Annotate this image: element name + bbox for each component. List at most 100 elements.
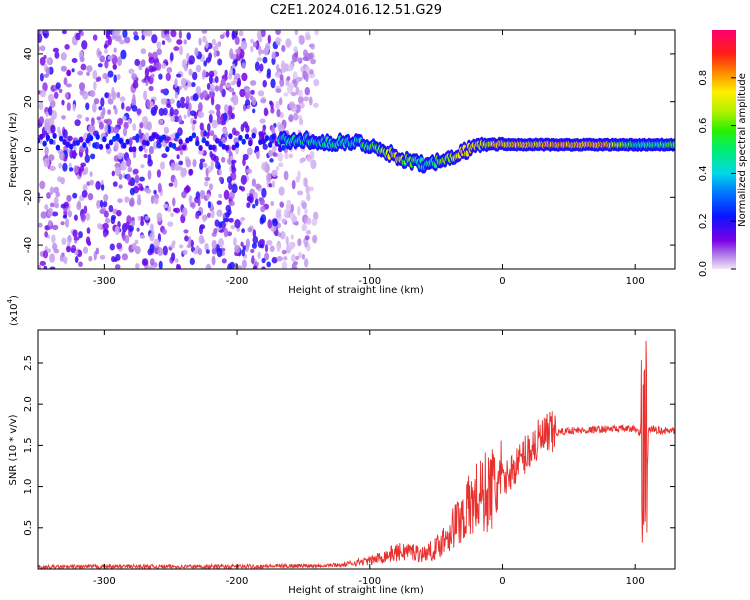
noise-speckle bbox=[185, 158, 192, 168]
noise-speckle bbox=[219, 34, 225, 40]
noise-speckle bbox=[104, 48, 108, 54]
noise-speckle bbox=[125, 221, 130, 230]
y-tick-label: 40 bbox=[23, 48, 34, 61]
noise-speckle bbox=[156, 142, 162, 149]
noise-speckle bbox=[122, 115, 127, 121]
noise-speckle bbox=[195, 212, 200, 220]
noise-speckle bbox=[82, 246, 89, 254]
noise-speckle bbox=[240, 123, 245, 132]
noise-speckle bbox=[267, 173, 271, 182]
noise-speckle bbox=[209, 130, 215, 137]
noise-speckle bbox=[221, 156, 226, 163]
noise-speckle bbox=[112, 181, 118, 187]
noise-speckle bbox=[76, 249, 83, 258]
noise-band-speckle bbox=[105, 143, 110, 150]
noise-speckle bbox=[293, 46, 298, 53]
noise-speckle bbox=[51, 110, 57, 120]
noise-speckle bbox=[60, 203, 67, 209]
noise-speckle bbox=[251, 255, 255, 265]
snr-panel: -300 -200 -100 0 100 0.5 1.0 1.5 2.0 2.5 Height o… bbox=[6, 295, 676, 596]
noise-speckle bbox=[187, 80, 192, 88]
noise-speckle bbox=[86, 181, 91, 186]
x-tick-label: -300 bbox=[93, 576, 116, 587]
noise-band-speckle bbox=[268, 141, 273, 148]
noise-speckle bbox=[61, 115, 66, 120]
noise-speckle bbox=[226, 231, 233, 237]
snr-multiplier-exp: 4 bbox=[6, 298, 14, 303]
noise-speckle bbox=[271, 256, 278, 264]
noise-speckle bbox=[215, 103, 221, 111]
noise-band-speckle bbox=[171, 143, 177, 149]
snr-marks bbox=[38, 340, 675, 569]
noise-band-speckle bbox=[228, 133, 233, 140]
noise-speckle bbox=[233, 96, 239, 104]
noise-speckle bbox=[158, 119, 164, 125]
noise-speckle bbox=[218, 237, 224, 248]
noise-speckle bbox=[49, 253, 56, 263]
noise-speckle bbox=[295, 86, 300, 96]
noise-speckle bbox=[251, 96, 257, 106]
noise-speckle bbox=[211, 239, 217, 249]
noise-speckle bbox=[72, 229, 78, 238]
noise-speckle bbox=[110, 35, 116, 40]
noise-speckle bbox=[64, 218, 70, 228]
noise-speckle bbox=[118, 173, 123, 180]
noise-speckle bbox=[250, 45, 254, 53]
noise-speckle bbox=[230, 112, 235, 120]
noise-band-speckle bbox=[258, 139, 263, 145]
noise-speckle bbox=[104, 92, 109, 99]
noise-speckle bbox=[98, 106, 103, 111]
noise-speckle bbox=[249, 80, 257, 86]
colorbar: 0.0 0.2 0.4 0.6 0.8 Normalized spectral ampl… bbox=[698, 30, 748, 277]
y-tick-label: 1.0 bbox=[23, 479, 34, 495]
noise-speckle bbox=[127, 118, 132, 124]
x-tick-label: -200 bbox=[226, 276, 249, 287]
noise-speckle bbox=[145, 79, 149, 87]
x-tick-label: 100 bbox=[626, 276, 645, 287]
noise-speckle bbox=[305, 34, 311, 41]
noise-speckle bbox=[170, 244, 175, 249]
noise-speckle bbox=[176, 154, 180, 160]
noise-band-speckle bbox=[221, 143, 226, 150]
noise-speckle bbox=[197, 149, 204, 155]
noise-band-speckle bbox=[191, 132, 197, 139]
noise-speckle bbox=[117, 117, 124, 126]
noise-speckle bbox=[148, 146, 154, 155]
noise-speckle bbox=[50, 124, 56, 134]
noise-speckle bbox=[84, 154, 90, 163]
noise-speckle bbox=[208, 183, 214, 191]
noise-speckle bbox=[53, 186, 59, 194]
noise-speckle bbox=[67, 135, 73, 141]
noise-speckle bbox=[221, 258, 227, 264]
noise-speckle bbox=[285, 80, 290, 86]
noise-speckle bbox=[240, 174, 247, 185]
noise-speckle bbox=[147, 159, 153, 167]
noise-speckle bbox=[304, 235, 310, 241]
noise-speckle bbox=[291, 241, 296, 248]
noise-speckle bbox=[137, 215, 141, 221]
noise-speckle bbox=[46, 248, 52, 253]
noise-speckle bbox=[231, 183, 238, 194]
noise-speckle bbox=[82, 90, 89, 100]
noise-speckle bbox=[206, 122, 211, 133]
noise-band-speckle bbox=[39, 133, 44, 140]
noise-speckle bbox=[238, 185, 243, 190]
noise-speckle bbox=[261, 266, 266, 269]
noise-speckle bbox=[143, 30, 148, 37]
noise-speckle bbox=[144, 215, 150, 221]
noise-speckle bbox=[71, 57, 78, 64]
noise-speckle bbox=[213, 49, 217, 58]
noise-speckle bbox=[60, 65, 67, 72]
noise-speckle bbox=[259, 238, 265, 245]
noise-speckle bbox=[82, 184, 88, 192]
noise-speckle bbox=[305, 185, 310, 195]
noise-speckle bbox=[312, 234, 318, 244]
noise-speckle bbox=[270, 101, 274, 109]
noise-speckle bbox=[302, 56, 309, 61]
noise-speckle bbox=[185, 185, 191, 193]
noise-speckle bbox=[43, 157, 50, 168]
noise-speckle bbox=[234, 244, 241, 254]
noise-speckle bbox=[139, 176, 145, 182]
noise-speckle bbox=[88, 255, 93, 262]
noise-speckle bbox=[305, 229, 312, 235]
